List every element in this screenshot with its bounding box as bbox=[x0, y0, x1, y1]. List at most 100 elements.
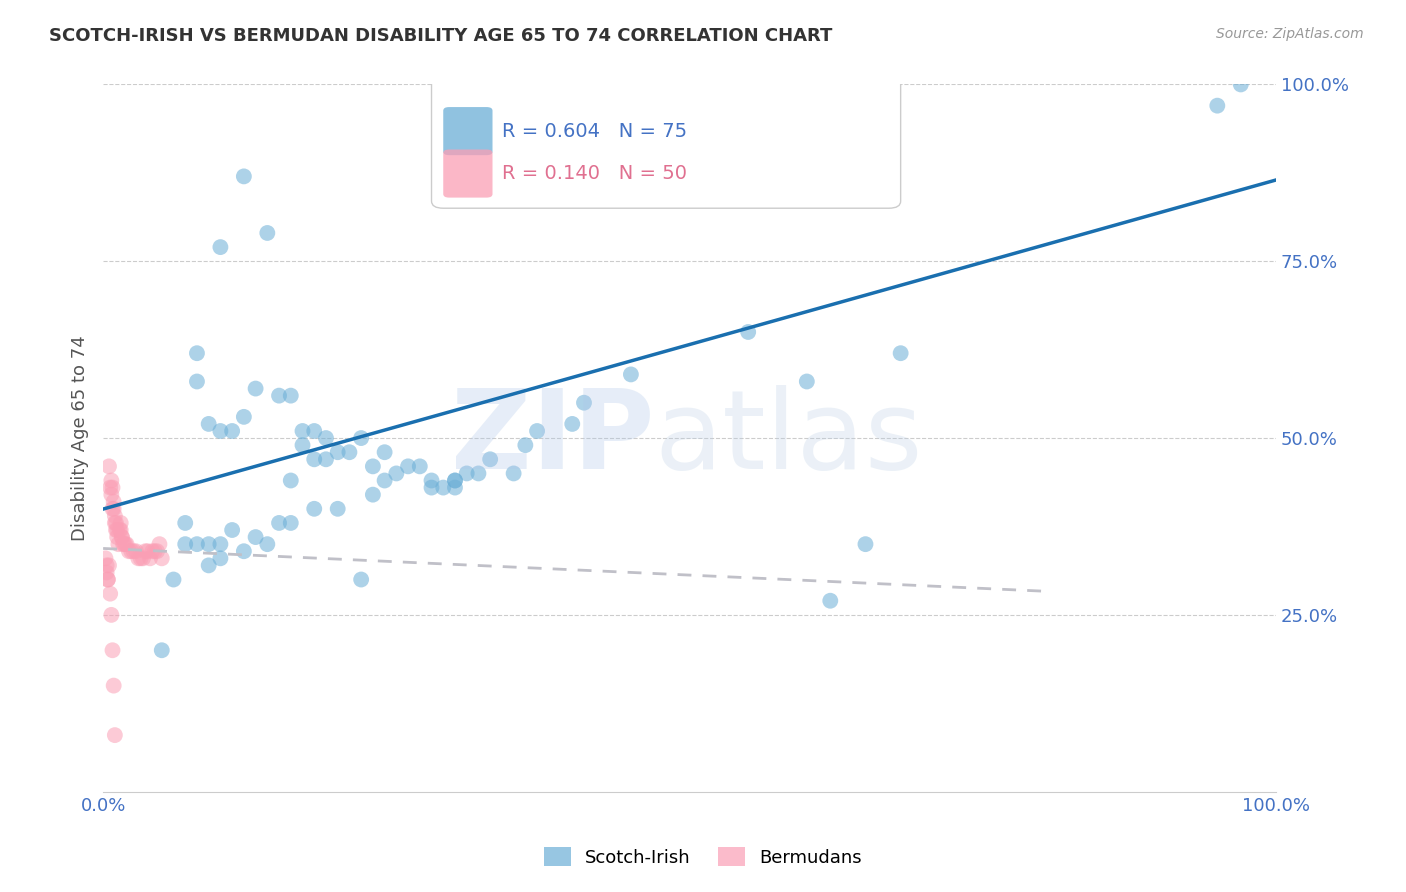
Point bbox=[146, 544, 169, 558]
Point bbox=[479, 98, 502, 112]
Point bbox=[409, 459, 432, 474]
Point bbox=[245, 382, 267, 396]
Point bbox=[374, 474, 396, 488]
Point bbox=[620, 368, 643, 382]
Point bbox=[280, 389, 302, 403]
Point bbox=[136, 544, 159, 558]
Point bbox=[515, 438, 537, 452]
Point bbox=[315, 452, 337, 467]
Point bbox=[150, 643, 173, 657]
Point bbox=[291, 438, 314, 452]
Point bbox=[197, 558, 219, 573]
Point bbox=[467, 467, 489, 481]
Point bbox=[855, 537, 877, 551]
Point bbox=[114, 537, 136, 551]
Point bbox=[148, 537, 170, 551]
Point bbox=[98, 459, 121, 474]
Point bbox=[112, 537, 135, 551]
Point bbox=[350, 431, 373, 445]
Point bbox=[820, 593, 842, 607]
Point bbox=[100, 607, 122, 622]
Point bbox=[396, 459, 419, 474]
Point bbox=[232, 169, 254, 184]
Text: ZIP: ZIP bbox=[451, 384, 654, 491]
Point bbox=[112, 537, 135, 551]
Point bbox=[100, 474, 122, 488]
Point bbox=[420, 474, 443, 488]
Point bbox=[100, 488, 122, 502]
Point bbox=[302, 424, 325, 438]
Point bbox=[280, 474, 302, 488]
Point bbox=[326, 501, 349, 516]
Point bbox=[1229, 78, 1251, 92]
Point bbox=[561, 417, 583, 431]
Point bbox=[139, 551, 162, 566]
Point bbox=[526, 98, 548, 112]
Point bbox=[737, 325, 759, 339]
Point bbox=[444, 481, 467, 495]
Point bbox=[108, 523, 131, 537]
Point bbox=[101, 481, 124, 495]
Point bbox=[186, 375, 208, 389]
Point bbox=[526, 98, 548, 112]
Point bbox=[561, 98, 583, 112]
Point bbox=[197, 417, 219, 431]
Point bbox=[550, 98, 572, 112]
Point bbox=[432, 481, 454, 495]
Point bbox=[96, 558, 118, 573]
Point bbox=[143, 544, 166, 558]
Point bbox=[221, 523, 243, 537]
Point bbox=[374, 445, 396, 459]
Point bbox=[479, 452, 502, 467]
Point bbox=[105, 516, 128, 530]
Point bbox=[339, 445, 361, 459]
Point bbox=[232, 544, 254, 558]
Point bbox=[111, 530, 134, 544]
Point bbox=[127, 551, 149, 566]
Point bbox=[315, 431, 337, 445]
Point bbox=[103, 501, 125, 516]
Point bbox=[125, 544, 148, 558]
Point bbox=[209, 240, 232, 254]
Point bbox=[105, 523, 128, 537]
Point bbox=[97, 573, 120, 587]
Point bbox=[232, 409, 254, 424]
Point bbox=[98, 481, 121, 495]
FancyBboxPatch shape bbox=[432, 70, 901, 208]
Text: R = 0.604   N = 75: R = 0.604 N = 75 bbox=[502, 121, 688, 141]
Point bbox=[267, 516, 290, 530]
Point bbox=[209, 551, 232, 566]
Point bbox=[361, 488, 384, 502]
Point bbox=[350, 573, 373, 587]
Point bbox=[280, 516, 302, 530]
Point bbox=[890, 346, 912, 360]
Point bbox=[104, 516, 127, 530]
Legend: Scotch-Irish, Bermudans: Scotch-Irish, Bermudans bbox=[537, 840, 869, 874]
Point bbox=[174, 516, 197, 530]
Point bbox=[103, 494, 125, 508]
Point bbox=[1206, 98, 1229, 112]
Point bbox=[302, 501, 325, 516]
Point bbox=[104, 508, 127, 523]
Point bbox=[186, 346, 208, 360]
Point bbox=[110, 516, 132, 530]
Point bbox=[104, 728, 127, 742]
Point bbox=[129, 551, 152, 566]
Point bbox=[134, 544, 156, 558]
Y-axis label: Disability Age 65 to 74: Disability Age 65 to 74 bbox=[72, 335, 89, 541]
FancyBboxPatch shape bbox=[443, 150, 492, 198]
Point bbox=[98, 587, 121, 601]
Text: atlas: atlas bbox=[654, 384, 922, 491]
Point bbox=[526, 424, 548, 438]
Point bbox=[105, 523, 128, 537]
Point bbox=[186, 537, 208, 551]
Point bbox=[150, 551, 173, 566]
Text: SCOTCH-IRISH VS BERMUDAN DISABILITY AGE 65 TO 74 CORRELATION CHART: SCOTCH-IRISH VS BERMUDAN DISABILITY AGE … bbox=[49, 27, 832, 45]
Point bbox=[291, 424, 314, 438]
Point bbox=[302, 452, 325, 467]
Text: R = 0.140   N = 50: R = 0.140 N = 50 bbox=[502, 164, 688, 183]
Point bbox=[456, 467, 478, 481]
Point bbox=[502, 467, 524, 481]
Point bbox=[267, 389, 290, 403]
Point bbox=[572, 395, 595, 409]
